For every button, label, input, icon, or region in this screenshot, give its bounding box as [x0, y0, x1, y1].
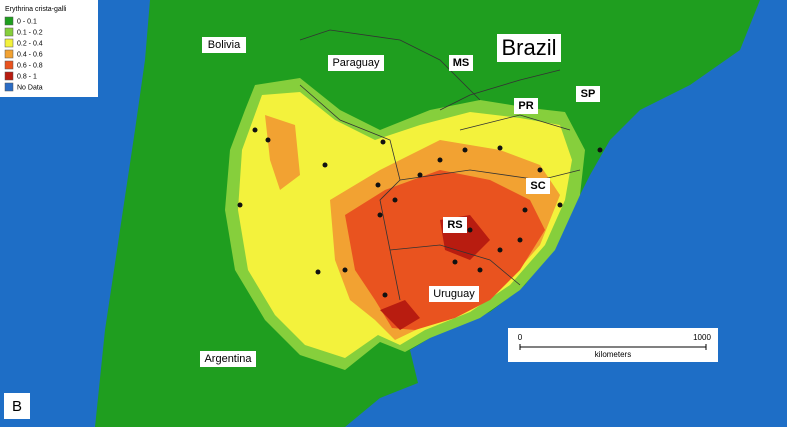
legend-label: 0 - 0.1	[17, 18, 37, 25]
legend-swatch	[4, 82, 14, 92]
scale-unit: kilometers	[595, 350, 631, 359]
place-label: MS	[449, 55, 473, 71]
legend: Erythrina crista-galli 0 - 0.1 0.1 - 0.2 0…	[0, 0, 98, 97]
legend-swatch	[4, 60, 14, 70]
label-text: SP	[581, 88, 596, 100]
label-text: PR	[518, 100, 533, 112]
place-label: Uruguay	[429, 286, 479, 302]
place-label: SP	[576, 86, 600, 102]
scale-box	[508, 328, 718, 362]
label-text: Paraguay	[332, 57, 380, 69]
label-text: Argentina	[204, 353, 252, 365]
label-text: Uruguay	[433, 288, 475, 300]
legend-label: 0.8 - 1	[17, 73, 37, 80]
legend-swatch	[4, 16, 14, 26]
legend-swatch	[4, 49, 14, 59]
legend-label: 0.6 - 0.8	[17, 62, 43, 69]
legend-box	[0, 0, 98, 97]
place-labels: Bolivia Paraguay MS Brazil PR SP SC RS U…	[200, 34, 600, 367]
occurrence-points	[237, 127, 603, 298]
place-label: Brazil	[497, 34, 561, 62]
place-label: Bolivia	[202, 37, 246, 53]
scale-label: 0	[518, 333, 523, 342]
legend-swatch	[4, 27, 14, 37]
suitability-zone	[380, 215, 490, 330]
place-label: SC	[526, 178, 550, 194]
place-label: Paraguay	[328, 55, 384, 71]
scale-label: 1000	[693, 333, 711, 342]
legend-swatch	[4, 38, 14, 48]
legend-label: 0.1 - 0.2	[17, 29, 43, 36]
panel-label-box: B	[4, 393, 30, 419]
panel-box	[4, 393, 30, 419]
label-text: SC	[530, 180, 545, 192]
label-text: Brazil	[501, 35, 556, 60]
legend-label: No Data	[17, 84, 43, 91]
panel-label: B	[12, 398, 22, 415]
label-text: RS	[447, 219, 462, 231]
borders	[299, 29, 581, 301]
label-text: MS	[453, 57, 470, 69]
place-label: Argentina	[200, 351, 256, 367]
legend-title: Erythrina crista-galli	[5, 6, 67, 13]
label-text: Bolivia	[208, 39, 241, 51]
legend-label: 0.4 - 0.6	[17, 51, 43, 58]
place-label: PR	[514, 98, 538, 114]
scale-bar: 0 1000 kilometers	[508, 328, 718, 362]
place-label: RS	[443, 217, 467, 233]
legend-swatch	[4, 71, 14, 81]
legend-label: 0.2 - 0.4	[17, 40, 43, 47]
